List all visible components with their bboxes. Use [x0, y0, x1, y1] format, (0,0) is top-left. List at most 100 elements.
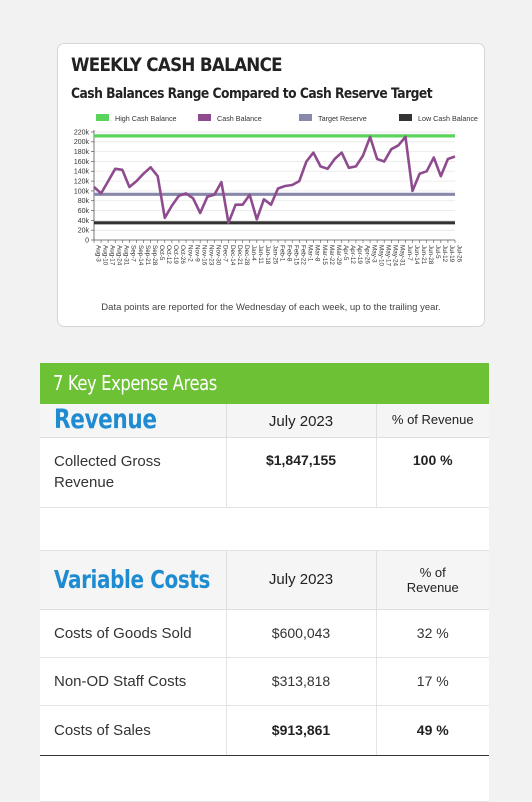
- x-tick-label: Jun-7: [406, 245, 413, 261]
- x-tick-label: Jan-25: [271, 245, 278, 265]
- x-tick-label: Apr-12: [349, 245, 356, 264]
- legend-swatch: [96, 114, 109, 121]
- y-tick-label: 100k: [74, 188, 90, 195]
- x-tick-label: Oct-26: [179, 245, 186, 264]
- x-tick-label: May-24: [392, 245, 399, 266]
- y-tick-label: 180k: [74, 149, 90, 156]
- x-tick-label: Apr-26: [363, 245, 370, 264]
- x-tick-label: Jul-12: [441, 245, 448, 263]
- x-tick-label: Mar-8: [314, 245, 321, 262]
- x-tick-label: Jan-4: [250, 245, 257, 261]
- x-tick-label: Sep-14: [137, 245, 144, 266]
- x-tick-label: Nov-30: [215, 245, 222, 266]
- x-tick-label: Sep-7: [130, 245, 137, 262]
- x-tick-label: Jun-21: [420, 245, 427, 265]
- legend-label: Target Reserve: [318, 114, 367, 123]
- x-tick-label: Dec-14: [229, 245, 236, 266]
- revenue-header-row: Revenue July 2023 % of Revenue: [40, 404, 489, 438]
- spacer-row: [40, 755, 489, 802]
- table-row: Costs of Goods Sold $600,043 32 %: [40, 609, 489, 658]
- x-tick-label: Jul-26: [455, 245, 462, 263]
- y-tick-label: 0: [85, 237, 89, 244]
- x-tick-label: Aug-17: [108, 245, 115, 266]
- x-tick-label: Oct-19: [172, 245, 179, 264]
- x-tick-label: Aug-31: [123, 245, 130, 266]
- y-tick-label: 60k: [78, 208, 90, 215]
- y-tick-label: 40k: [78, 218, 90, 225]
- revenue-row-value: $1,847,155: [226, 437, 377, 508]
- y-tick-label: 120k: [74, 178, 90, 185]
- cogs-value: $600,043: [226, 609, 377, 658]
- expense-table: Revenue July 2023 % of Revenue Collected…: [40, 404, 489, 802]
- cogs-label: Costs of Goods Sold: [40, 609, 227, 658]
- x-tick-label: Nov-23: [208, 245, 215, 266]
- legend-swatch: [299, 114, 312, 121]
- x-tick-label: Aug-24: [116, 245, 123, 266]
- x-tick-label: Mar-1: [307, 245, 314, 262]
- revenue-row-label: Collected Gross Revenue: [40, 437, 227, 508]
- staff-costs-value: $313,818: [226, 657, 377, 706]
- x-tick-label: Dec-7: [222, 245, 229, 262]
- costs-of-sales-label: Costs of Sales: [40, 704, 227, 756]
- x-tick-label: Apr-19: [356, 245, 363, 264]
- total-row: Costs of Sales $913,861 49 %: [40, 704, 489, 756]
- x-tick-label: Dec-28: [243, 245, 250, 266]
- x-tick-label: Jun-28: [427, 245, 434, 265]
- x-tick-label: Apr-5: [342, 245, 349, 261]
- x-tick-label: Mar-15: [321, 245, 328, 265]
- x-tick-label: Oct-5: [158, 245, 165, 261]
- revenue-section-title: Revenue: [54, 404, 157, 435]
- x-tick-label: Nov-9: [193, 245, 200, 262]
- legend-swatch: [399, 114, 412, 121]
- x-tick-label: Feb-1: [278, 245, 285, 262]
- revenue-row-pct: 100 %: [376, 437, 489, 508]
- x-tick-label: Feb-15: [292, 245, 299, 265]
- series-line-cash-balance: [93, 135, 456, 225]
- x-tick-label: Feb-22: [300, 245, 307, 265]
- expense-section-title: 7 Key Expense Areas: [53, 371, 217, 395]
- y-tick-label: 200k: [74, 139, 90, 146]
- legend-swatch: [198, 114, 211, 121]
- y-tick-label: 220k: [74, 129, 90, 136]
- spacer-row: [40, 507, 489, 551]
- legend-label: High Cash Balance: [115, 114, 177, 123]
- revenue-period-header: July 2023: [226, 404, 377, 438]
- variable-costs-period-header: July 2023: [226, 550, 377, 610]
- cash-balance-chart: High Cash Balance Cash Balance Target Rese…: [74, 114, 478, 266]
- x-tick-label: Oct-12: [165, 245, 172, 264]
- cogs-pct: 32 %: [376, 609, 489, 658]
- table-row: Non-OD Staff Costs $313,818 17 %: [40, 657, 489, 706]
- x-tick-label: Mar-29: [335, 245, 342, 265]
- chart-note: Data points are reported for the Wednesd…: [101, 302, 441, 313]
- chart-title: WEEKLY CASH BALANCE: [71, 54, 283, 76]
- y-tick-label: 160k: [74, 159, 90, 166]
- x-tick-label: Nov-2: [186, 245, 193, 262]
- costs-of-sales-value: $913,861: [226, 704, 377, 756]
- x-tick-label: May-10: [377, 245, 384, 266]
- variable-costs-header-row: Variable Costs July 2023 % of Revenue: [40, 550, 489, 610]
- revenue-pct-header: % of Revenue: [376, 404, 489, 438]
- x-tick-label: Jul-19: [448, 245, 455, 263]
- x-tick-label: Sep-28: [151, 245, 158, 266]
- x-tick-label: May-31: [399, 245, 406, 266]
- x-tick-label: Jul-5: [434, 245, 441, 259]
- x-tick-label: Mar-22: [328, 245, 335, 265]
- x-tick-label: Nov-16: [200, 245, 207, 266]
- legend-label: Low Cash Balance: [418, 114, 478, 123]
- cash-balance-chart-card: High Cash Balance Cash Balance Target Rese…: [57, 43, 485, 327]
- x-tick-label: Aug-10: [101, 245, 108, 266]
- expense-table-wrap: Revenue July 2023 % of Revenue Collected…: [40, 404, 489, 802]
- costs-of-sales-pct: 49 %: [376, 704, 489, 756]
- x-tick-label: Jan-11: [257, 245, 264, 264]
- x-tick-label: May-17: [385, 245, 392, 266]
- legend-label: Cash Balance: [217, 114, 262, 123]
- x-tick-label: May-3: [370, 245, 377, 263]
- x-tick-label: Jan-18: [264, 245, 271, 265]
- y-tick-label: 80k: [78, 198, 90, 205]
- table-row: Collected Gross Revenue $1,847,155 100 %: [40, 437, 489, 508]
- y-tick-label: 20k: [78, 228, 90, 235]
- variable-costs-pct-header: % of Revenue: [376, 550, 489, 610]
- x-tick-label: Feb-8: [285, 245, 292, 262]
- x-tick-label: Sep-21: [144, 245, 151, 266]
- x-tick-label: Aug-3: [94, 245, 101, 262]
